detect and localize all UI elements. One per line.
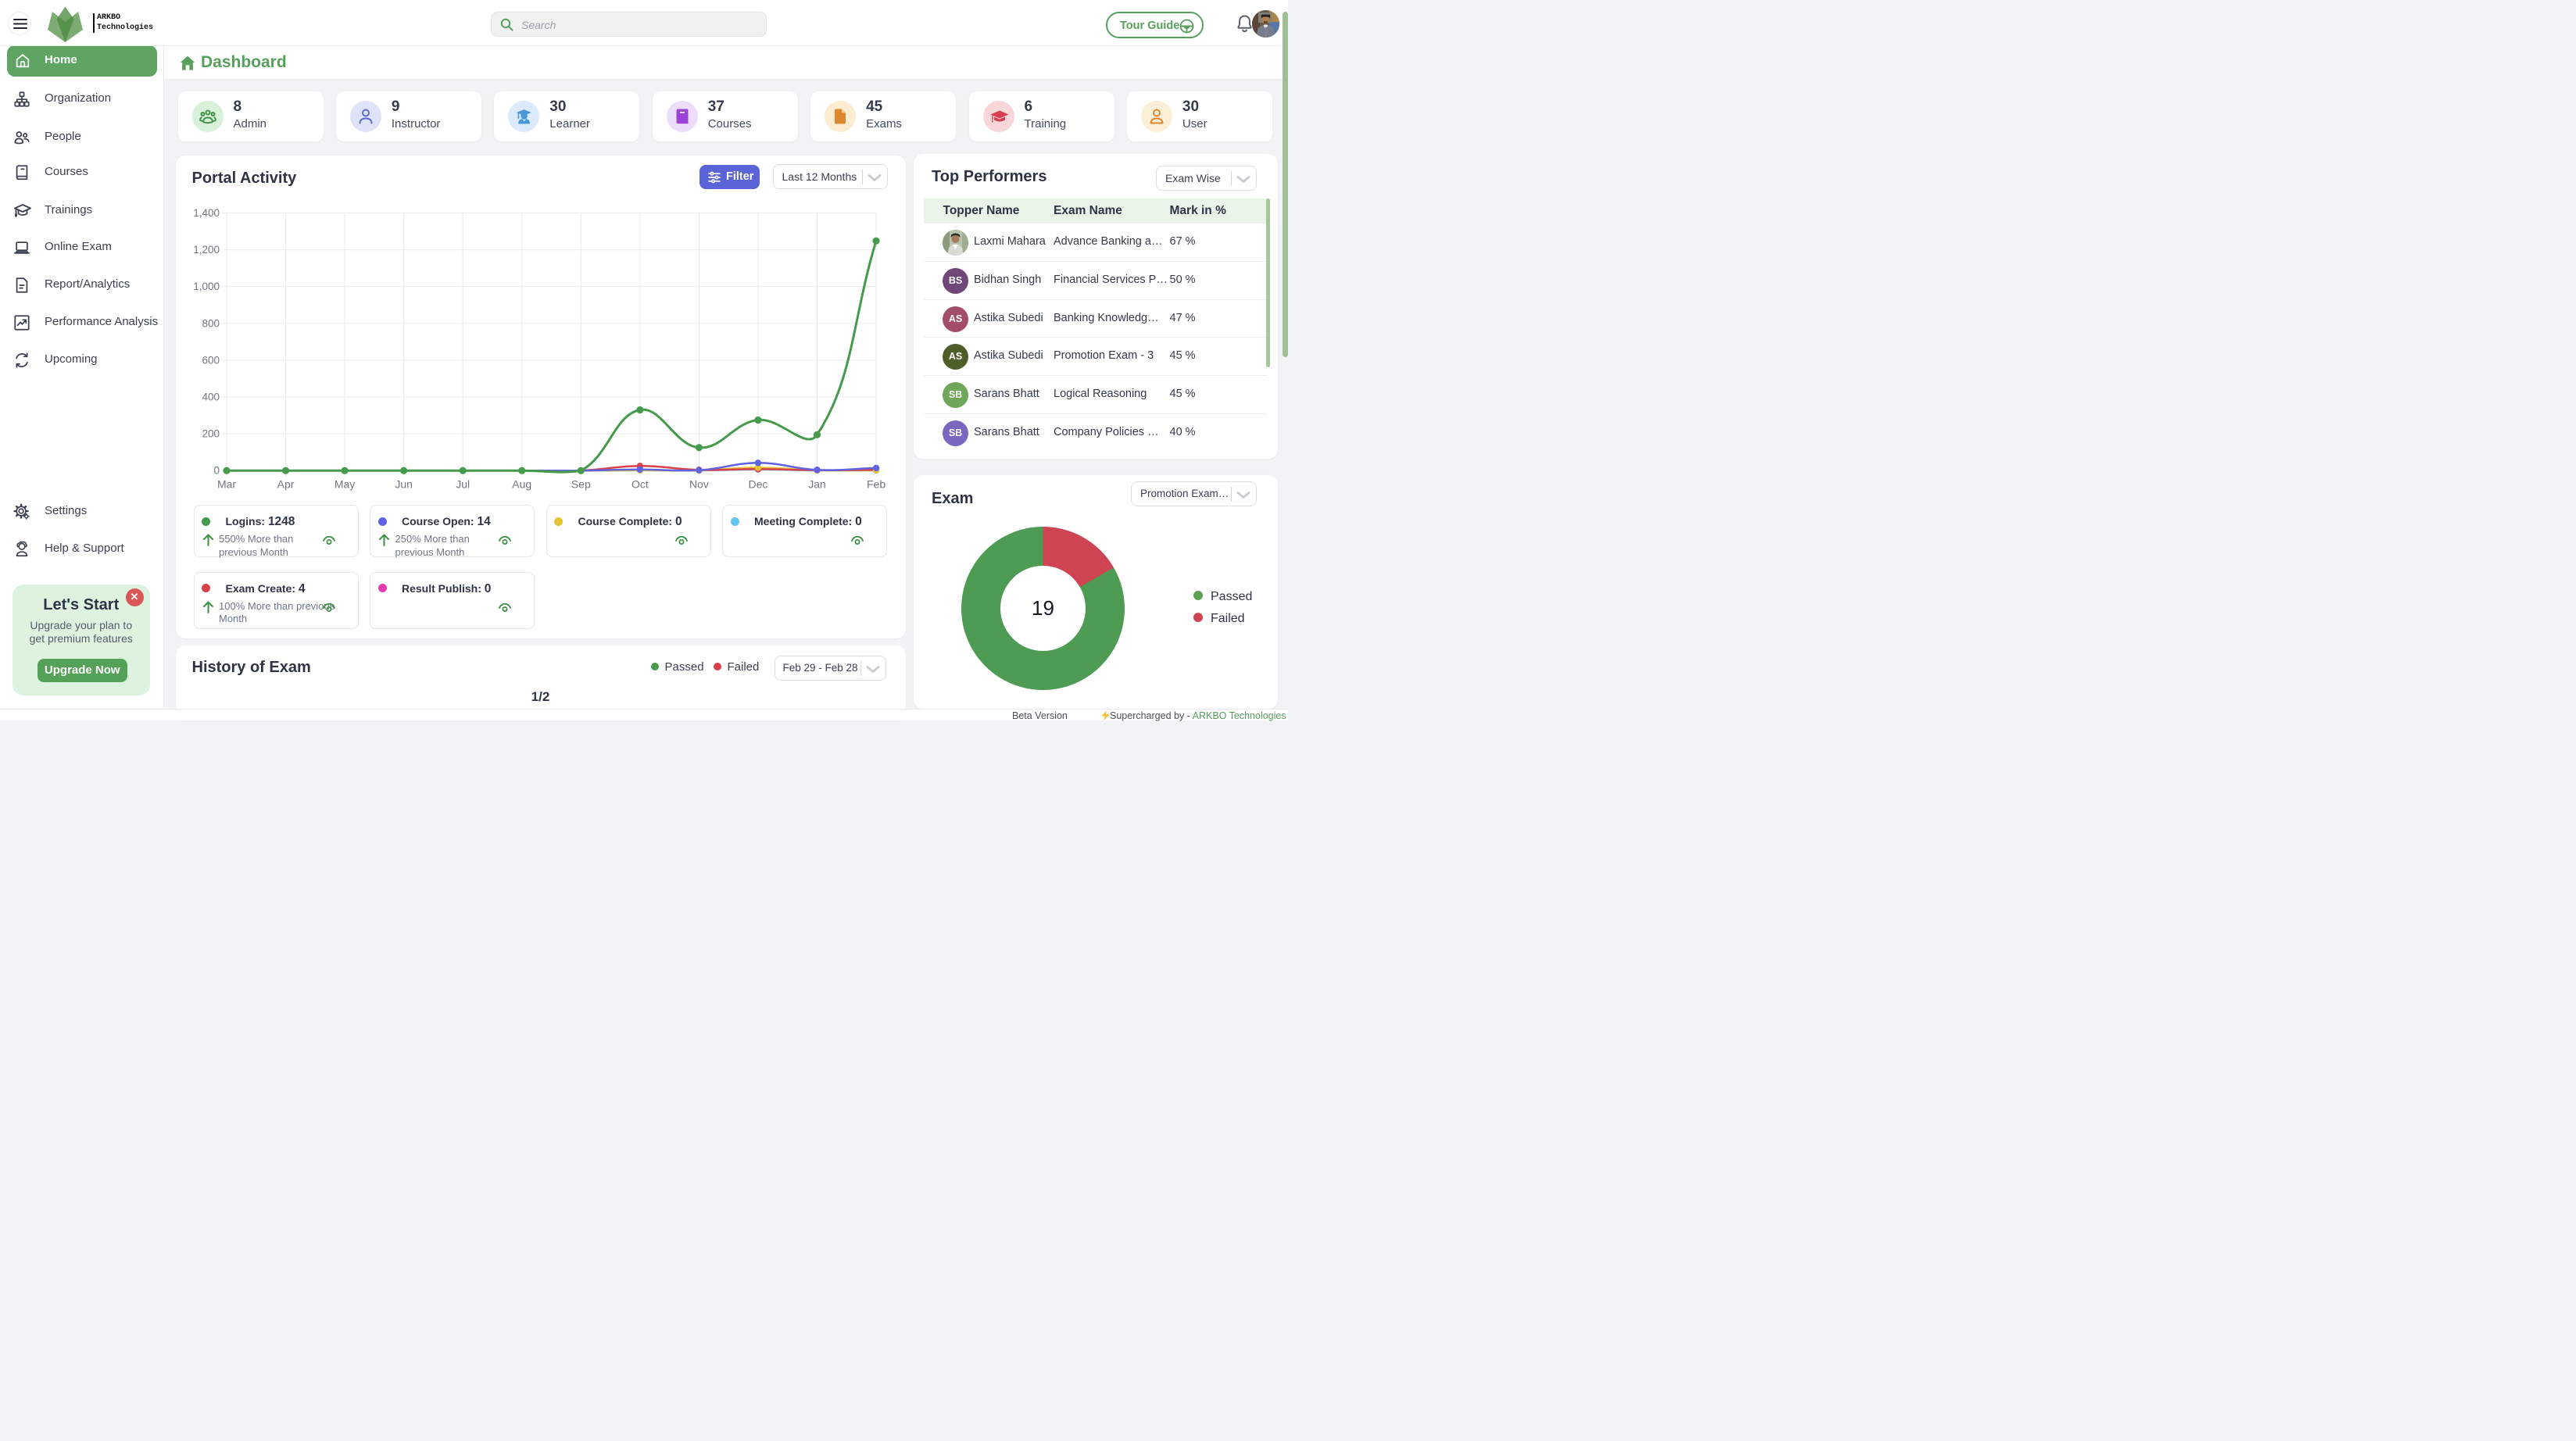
svg-text:Oct: Oct [631, 477, 648, 490]
svg-text:Jan: Jan [808, 477, 826, 490]
svg-text:1,400: 1,400 [193, 207, 220, 219]
svg-text:400: 400 [202, 391, 220, 402]
svg-text:May: May [334, 477, 354, 490]
svg-text:Jul: Jul [456, 477, 470, 490]
svg-text:Apr: Apr [277, 477, 294, 490]
svg-text:Sep: Sep [571, 477, 590, 490]
svg-text:Feb: Feb [866, 477, 885, 490]
svg-text:200: 200 [202, 427, 220, 439]
svg-text:600: 600 [202, 354, 220, 366]
svg-text:Aug: Aug [512, 477, 531, 490]
svg-text:Jun: Jun [395, 477, 413, 490]
svg-text:1,200: 1,200 [193, 244, 220, 256]
svg-text:Dec: Dec [748, 477, 767, 490]
svg-text:Mar: Mar [216, 477, 235, 490]
svg-text:Nov: Nov [689, 477, 708, 490]
svg-text:800: 800 [202, 317, 220, 329]
svg-text:1,000: 1,000 [193, 281, 220, 292]
svg-text:0: 0 [213, 464, 220, 476]
